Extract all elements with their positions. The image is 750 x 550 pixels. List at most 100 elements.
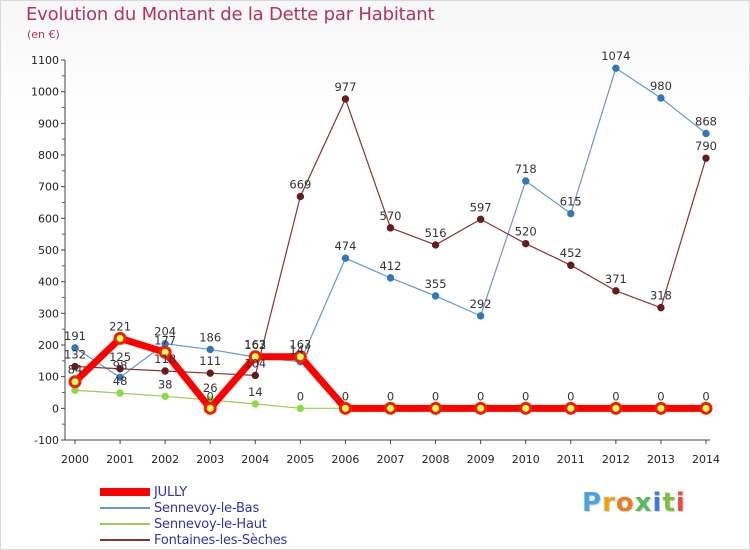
data-label: 0 [477,389,484,403]
data-point [296,404,305,413]
data-point [519,401,533,415]
series-fontaines-les-seches [71,95,710,380]
legend-label: JULLY [154,484,188,500]
data-label: 977 [334,80,356,94]
data-label: 520 [515,225,537,239]
data-label: 177 [154,333,176,347]
data-label: 186 [199,330,221,344]
data-point [567,261,575,269]
legend-item: Fontaines-les-Sèches [100,532,287,548]
series-sennevoy-le-bas [71,64,710,381]
data-point [431,241,440,249]
data-label: 132 [64,348,86,362]
y-tick-label: 100 [38,371,59,384]
data-label: 516 [425,226,447,240]
data-label: 0 [702,389,709,403]
data-label: 790 [695,139,717,153]
data-point [296,192,305,201]
data-point [116,365,124,373]
data-point [248,350,262,364]
data-label: 163 [244,338,266,352]
logo-letter: i [675,488,686,518]
x-tick-label: 2010 [512,453,540,466]
legend-swatch [100,507,150,509]
y-tick-label: 1100 [31,54,59,67]
data-point [203,401,217,415]
data-point [702,129,710,138]
data-label: 118 [154,352,176,366]
data-label: 0 [432,389,439,403]
chart-legend: JULLY Sennevoy-le-Bas Sennevoy-le-Haut Font… [100,484,287,548]
series-jully [68,331,713,415]
logo-letter: P [582,488,603,518]
data-point [206,345,214,354]
data-point [657,94,665,102]
data-point [386,224,395,232]
x-tick-label: 2011 [557,453,585,466]
data-label: 98 [113,358,128,372]
legend-label: Fontaines-les-Sèches [154,532,288,548]
x-tick-label: 2013 [647,453,675,466]
data-point [68,375,82,389]
y-tick-label: 1000 [31,86,59,99]
legend-swatch [100,488,150,496]
data-label: 615 [560,195,582,209]
data-label: 163 [289,338,311,352]
chart-axes: -100010020030040050060070080090010001100… [31,54,720,466]
data-point [654,401,668,415]
data-point [474,401,488,415]
data-point [206,369,214,377]
logo-letter: r [602,488,616,518]
y-tick-label: 800 [38,149,59,162]
legend-swatch [100,523,150,525]
data-point [522,177,530,185]
x-tick-label: 2002 [151,453,179,466]
data-label: 980 [650,79,672,93]
data-label: 191 [64,329,86,343]
x-tick-label: 2003 [196,453,224,466]
data-point [429,401,443,415]
y-tick-label: 0 [52,402,59,415]
data-label: 718 [515,162,537,176]
data-point [612,64,620,72]
data-label: 221 [109,319,131,333]
data-point [612,287,620,295]
y-tick-label: 700 [38,181,59,194]
data-point [476,312,485,320]
y-tick-label: 500 [38,244,59,257]
data-point [657,303,665,312]
proxiti-logo: Proxiti [582,488,686,518]
data-label: 125 [109,350,131,364]
data-point [341,95,350,103]
data-point [384,401,397,415]
data-point [699,401,713,415]
legend-label: Sennevoy-le-Bas [154,500,260,516]
data-label: 0 [612,389,619,403]
logo-letter: x [634,488,653,518]
series-layer [68,64,713,415]
data-label: 318 [650,289,672,303]
legend-item: Sennevoy-le-Haut [100,516,287,532]
data-point [71,344,79,352]
data-label: 412 [380,259,402,273]
data-point [567,209,575,218]
data-label: 570 [380,209,402,223]
x-tick-label: 2006 [331,453,359,466]
data-point [702,154,710,162]
data-point [71,362,79,371]
y-tick-label: 900 [38,117,59,130]
data-point [251,371,259,380]
data-point [338,401,352,415]
data-point [113,331,127,345]
data-point [116,373,124,381]
data-point [341,254,350,262]
x-tick-label: 2012 [602,453,630,466]
data-label: 452 [560,246,582,260]
data-labels-layer: 48 38 26 14 0 191 98 204 186 162 147 474 412 355 292 71… [64,49,717,403]
data-point [158,345,172,359]
legend-swatch [100,539,150,541]
data-label: 147 [289,343,311,357]
data-point [431,292,440,300]
x-tick-label: 2007 [377,453,405,466]
